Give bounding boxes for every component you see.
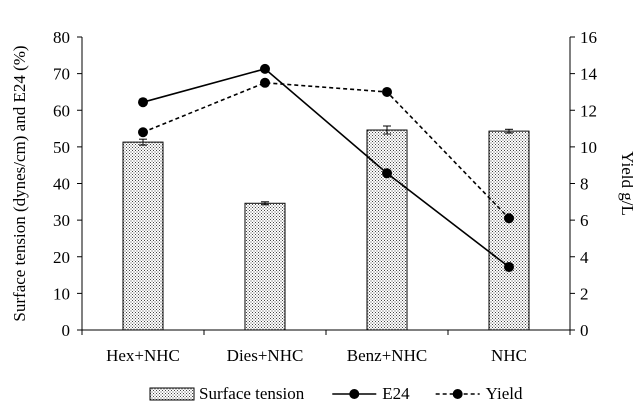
point-e24 — [138, 97, 148, 108]
left-tick-label: 10 — [53, 284, 70, 303]
x-tick-label: Dies+NHC — [227, 346, 304, 365]
right-tick-label: 12 — [580, 101, 597, 120]
left-tick-label: 80 — [53, 28, 70, 47]
bar-surface-tension — [244, 202, 286, 331]
left-tick-label: 70 — [53, 65, 70, 84]
left-tick-label: 30 — [53, 211, 70, 230]
right-tick-label: 14 — [580, 65, 598, 84]
x-tick-label: Benz+NHC — [347, 346, 427, 365]
bar-surface-tension — [366, 129, 408, 331]
legend-label-e24: E24 — [382, 384, 410, 403]
right-tick-label: 0 — [580, 321, 589, 340]
plot-area: 0 10 20 30 40 50 60 70 80 0 2 4 6 8 10 12 14 16 Hex+NHC Die… — [10, 28, 633, 365]
legend-marker-e24 — [349, 389, 360, 399]
line-e24 — [142, 67, 510, 268]
point-yield — [382, 86, 392, 97]
point-e24 — [382, 168, 392, 179]
right-tick-label: 6 — [580, 211, 589, 230]
point-yield — [260, 77, 270, 88]
bar-surface-tension — [488, 130, 530, 331]
x-tick-label: Hex+NHC — [106, 346, 180, 365]
left-tick-label: 60 — [53, 101, 70, 120]
bar-surface-tension — [122, 141, 164, 331]
right-axis-title: Yield g/L — [618, 151, 633, 216]
point-yield — [504, 213, 514, 224]
legend-swatch-surface-tension — [149, 387, 195, 401]
left-tick-label: 40 — [53, 175, 70, 194]
left-tick-label: 20 — [53, 248, 70, 267]
line-yield — [142, 81, 510, 219]
right-tick-label: 8 — [580, 175, 589, 194]
left-tick-label: 0 — [62, 321, 71, 340]
x-tick-label: NHC — [491, 346, 527, 365]
legend-label-surface-tension: Surface tension — [199, 384, 305, 403]
point-e24 — [260, 63, 270, 74]
left-tick-label: 50 — [53, 138, 70, 157]
point-e24 — [504, 262, 514, 273]
right-tick-label: 10 — [580, 138, 597, 157]
legend: Surface tension E24 Yield — [149, 384, 523, 403]
point-yield — [138, 127, 148, 138]
left-axis-title: Surface tension (dynes/cm) and E24 (%) — [10, 45, 29, 321]
legend-marker-yield — [452, 389, 463, 399]
right-tick-label: 4 — [580, 248, 589, 267]
legend-label-yield: Yield — [486, 384, 523, 403]
right-tick-label: 16 — [580, 28, 597, 47]
right-tick-label: 2 — [580, 284, 589, 303]
